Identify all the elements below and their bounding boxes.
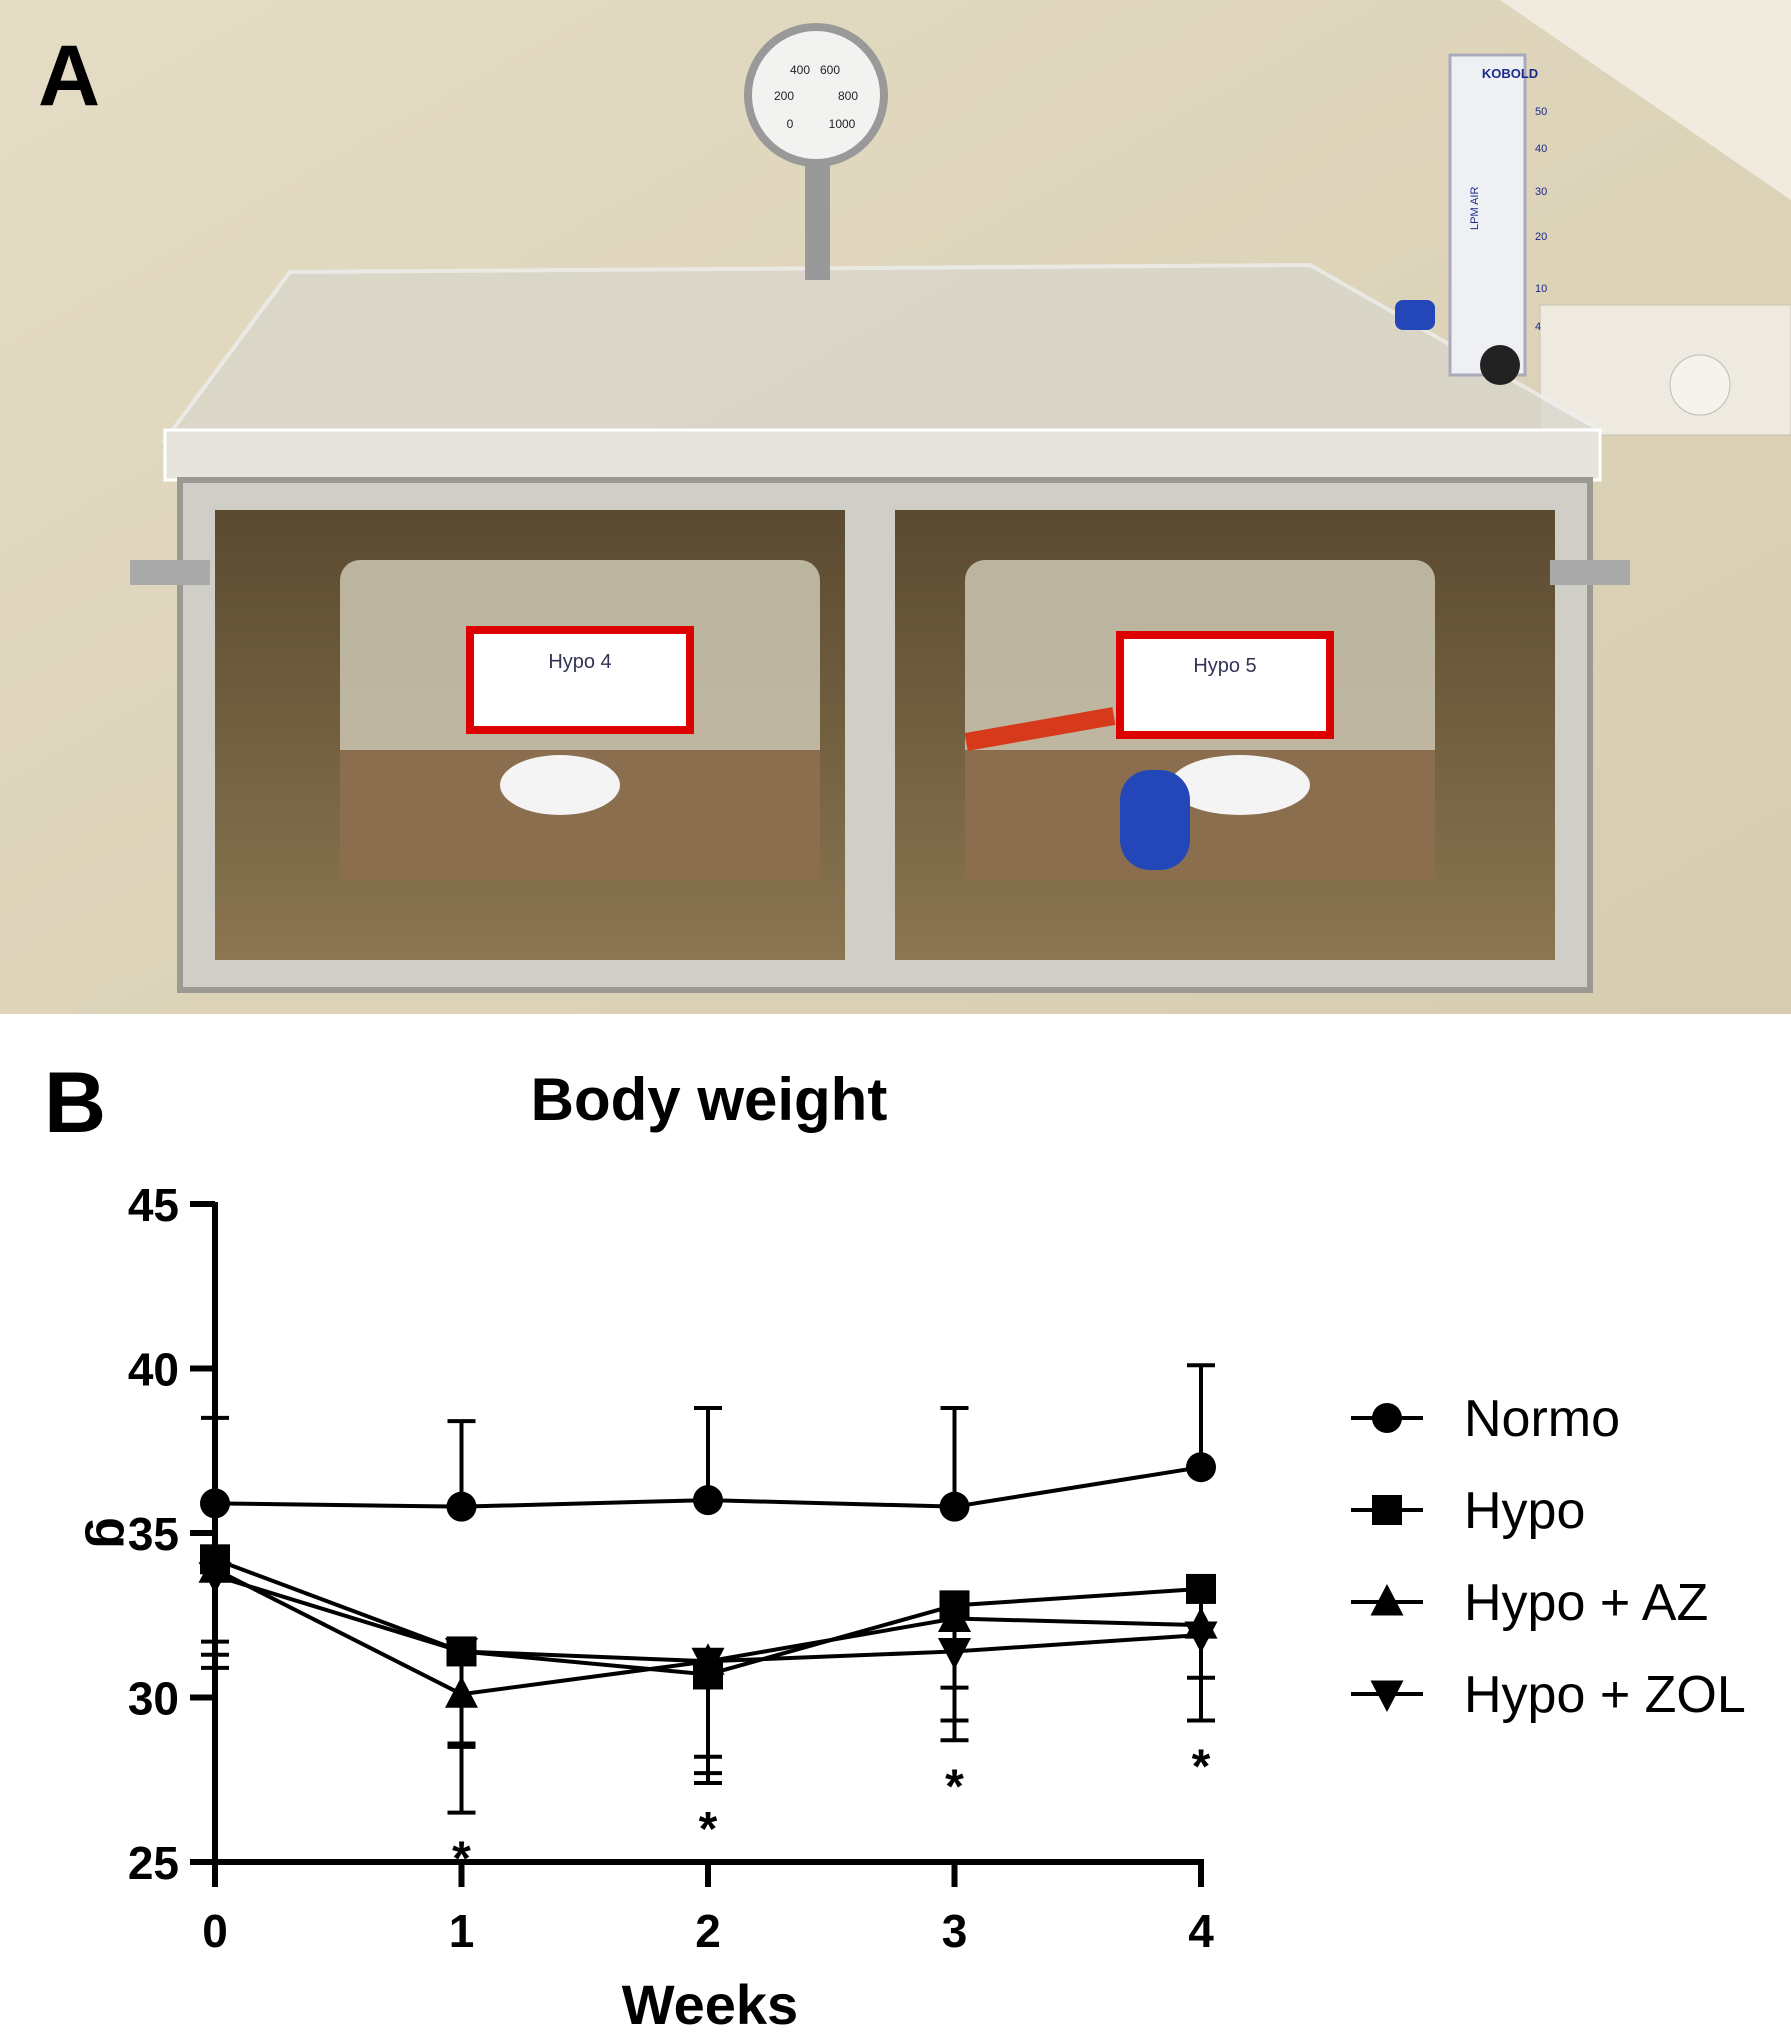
mouse xyxy=(1170,755,1310,815)
svg-text:40: 40 xyxy=(1535,143,1547,155)
gauge-stem xyxy=(805,150,830,280)
svg-text:400: 400 xyxy=(790,63,810,77)
legend-marker xyxy=(1370,1680,1404,1712)
svg-text:KOBOLD: KOBOLD xyxy=(1482,66,1538,81)
svg-text:1000: 1000 xyxy=(829,117,856,131)
cage-label-right: Hypo 5 xyxy=(1193,655,1256,677)
svg-text:20: 20 xyxy=(1535,231,1547,243)
data-point xyxy=(938,1600,971,1633)
significance-marker: * xyxy=(452,1833,471,1886)
svg-text:0: 0 xyxy=(787,117,794,131)
svg-text:600: 600 xyxy=(820,63,840,77)
plot-marks: * * * * xyxy=(198,1363,1218,1886)
significance-marker: * xyxy=(945,1760,964,1813)
data-point xyxy=(1184,1621,1218,1653)
legend-label: Hypo xyxy=(1464,1482,1585,1540)
axes: 25 30 35 40 45 0 1 2 3 4 xyxy=(128,1179,1214,1957)
x-tick-label: 1 xyxy=(449,1905,475,1957)
series-hypo-zol xyxy=(198,1562,1218,1776)
panel-label-a: A xyxy=(38,28,100,124)
x-tick-label: 0 xyxy=(202,1905,228,1957)
y-tick-label: 35 xyxy=(128,1508,179,1560)
x-tick-label: 4 xyxy=(1188,1905,1214,1957)
cage-card-right xyxy=(1116,631,1334,739)
flowmeter: KOBOLD LPM AIR 50 40 30 20 10 4 xyxy=(1395,53,1547,385)
legend-label: Hypo + ZOL xyxy=(1464,1666,1746,1724)
legend-label: Hypo + AZ xyxy=(1464,1574,1708,1632)
data-point xyxy=(445,1637,478,1670)
cage-label-left: Hypo 4 xyxy=(548,651,611,673)
panel-label-b: B xyxy=(44,1055,106,1151)
data-point xyxy=(446,1491,477,1522)
wall-corner xyxy=(1500,0,1791,200)
y-tick-label: 30 xyxy=(128,1673,179,1725)
x-axis-label: Weeks xyxy=(622,1973,798,2028)
data-point xyxy=(1186,1452,1216,1483)
y-tick-label: 45 xyxy=(128,1179,179,1231)
svg-text:200: 200 xyxy=(774,89,794,103)
svg-text:10: 10 xyxy=(1535,283,1547,295)
legend-marker xyxy=(1372,1495,1402,1525)
y-tick-label: 25 xyxy=(128,1837,179,1889)
legend-marker xyxy=(1372,1403,1402,1433)
x-tick-label: 3 xyxy=(942,1905,968,1957)
svg-text:LPM AIR: LPM AIR xyxy=(1469,187,1481,230)
svg-text:30: 30 xyxy=(1535,186,1547,198)
x-tick-label: 2 xyxy=(695,1905,721,1957)
data-point xyxy=(693,1485,723,1516)
data-point xyxy=(200,1488,230,1519)
data-point xyxy=(1186,1573,1216,1604)
legend: Normo Hypo Hypo + AZ Hypo + ZOL xyxy=(1351,1390,1746,1724)
cage-card-left xyxy=(466,626,694,734)
significance-marker: * xyxy=(1192,1741,1211,1794)
y-tick-label: 40 xyxy=(128,1344,179,1396)
series-normo xyxy=(200,1363,1216,1522)
pressure-gauge xyxy=(744,23,888,167)
data-point xyxy=(938,1637,971,1670)
mouse xyxy=(500,755,620,815)
legend-label: Normo xyxy=(1464,1390,1620,1448)
photo-panel-a: Hypo 4 Hypo 5 0 200 400 600 800 1000 KOB… xyxy=(0,0,1791,1014)
chart-title: Body weight xyxy=(531,1066,888,1133)
svg-text:50: 50 xyxy=(1535,106,1547,118)
valve-handle xyxy=(1120,770,1190,870)
data-point xyxy=(939,1491,970,1522)
data-point xyxy=(691,1647,725,1680)
significance-marker: * xyxy=(699,1803,718,1856)
svg-text:800: 800 xyxy=(838,89,858,103)
wall-sockets xyxy=(1539,304,1791,436)
legend-marker xyxy=(1370,1584,1404,1616)
svg-text:4: 4 xyxy=(1535,321,1541,333)
data-point xyxy=(198,1562,232,1594)
y-axis-label: g xyxy=(84,1517,142,1549)
